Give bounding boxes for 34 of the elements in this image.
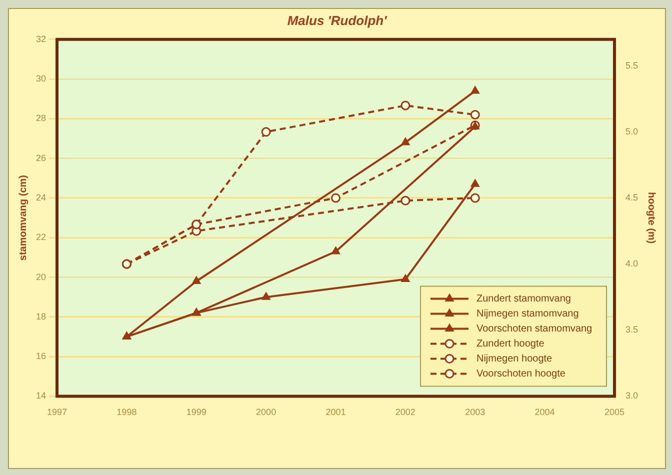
legend-label: Nijmegen hoogte	[476, 353, 553, 364]
y-tick-label: 30	[36, 74, 46, 84]
x-tick-label: 2004	[534, 407, 555, 418]
y-tick-label: 18	[36, 311, 46, 322]
x-tick-label: 2002	[395, 407, 416, 418]
legend-label: Zundert hoogte	[476, 338, 545, 350]
chart-title: Malus 'Rudolph'	[286, 13, 388, 28]
y-tick-label: 16	[36, 351, 46, 362]
x-tick-label: 2005	[604, 407, 625, 418]
y-tick-label: 20	[36, 272, 46, 282]
y2-tick-label: 3.5	[625, 324, 638, 335]
y-tick-label: 26	[36, 152, 46, 163]
x-tick-label: 2003	[465, 407, 486, 418]
x-tick-label: 2001	[326, 407, 346, 418]
y2-tick-label: 5.5	[625, 60, 638, 70]
y2-tick-label: 3.0	[625, 390, 638, 401]
y-tick-label: 14	[36, 390, 46, 401]
y-tick-label: 24	[36, 192, 46, 202]
x-tick-label: 1998	[116, 407, 137, 418]
x-tick-label: 1997	[46, 407, 68, 418]
y-tick-label: 28	[36, 113, 46, 124]
y-axis-title: stamomvang (cm)	[18, 175, 29, 261]
legend-label: Zundert stamomvang	[476, 293, 571, 304]
x-tick-label: 1999	[186, 407, 206, 418]
y2-tick-label: 4.5	[625, 192, 638, 202]
x-tick-label: 2000	[256, 407, 276, 418]
legend-label: Voorschoten stamomvang	[476, 323, 592, 334]
y2-tick-label: 5.0	[625, 126, 638, 136]
legend-label: Voorschoten hoogte	[476, 368, 566, 380]
y2-axis-title: hoogte (m)	[645, 192, 656, 244]
y2-tick-label: 4.0	[625, 258, 638, 269]
y-tick-label: 32	[36, 34, 46, 44]
y-tick-label: 22	[36, 232, 46, 242]
legend-label: Nijmegen stamomvang	[476, 308, 579, 320]
